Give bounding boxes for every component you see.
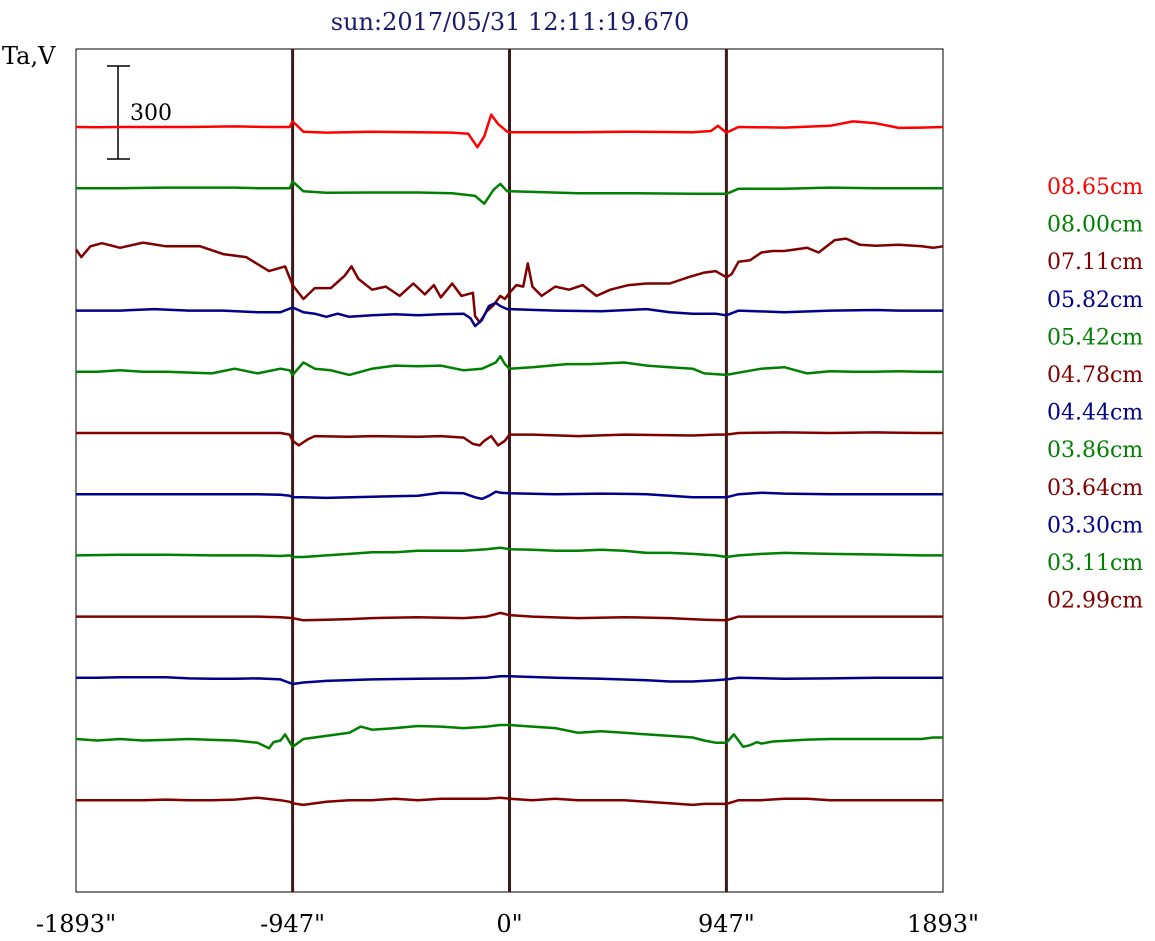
- legend-entry: 05.82cm: [1047, 288, 1143, 313]
- legend-entry: 04.78cm: [1047, 363, 1143, 388]
- legend-entry: 08.00cm: [1047, 213, 1143, 238]
- legend-entry: 05.42cm: [1047, 325, 1143, 350]
- series-lines: [74, 113, 944, 807]
- x-tick-label: 0": [496, 910, 522, 938]
- legend-entry: 03.30cm: [1047, 513, 1143, 538]
- legend-entry: 03.86cm: [1047, 438, 1143, 463]
- x-tick-label: -947": [260, 910, 325, 938]
- x-tick-labels: -1893" -947" 0" 947" 1893": [36, 910, 979, 938]
- series-line-04.44cm: [76, 490, 943, 501]
- series-line-03.64cm: [76, 611, 943, 622]
- series-line-08.00cm: [76, 180, 943, 205]
- series-line-02.99cm: [76, 796, 943, 807]
- legend-entry: 02.99cm: [1047, 589, 1143, 614]
- legend-entry: 03.11cm: [1047, 551, 1143, 576]
- legend-entry: 07.11cm: [1047, 250, 1143, 275]
- scale-bar: 300: [107, 65, 172, 160]
- reference-lines: [291, 49, 728, 892]
- x-tick-label: 947": [698, 910, 755, 938]
- scale-bar-label: 300: [130, 101, 172, 126]
- series-line-08.65cm: [75, 113, 944, 149]
- series-line-03.30cm: [76, 675, 943, 686]
- legend-entry: 03.64cm: [1047, 476, 1143, 501]
- series-line-03.11cm: [75, 723, 943, 750]
- series-line-05.82cm: [76, 301, 943, 328]
- series-line-07.11cm: [74, 237, 944, 324]
- legend-entry: 08.65cm: [1047, 175, 1143, 200]
- series-line-05.42cm: [76, 355, 943, 377]
- series-line-03.86cm: [75, 546, 943, 559]
- legend-entry: 04.44cm: [1047, 401, 1143, 426]
- chart-title: sun:2017/05/31 12:11:19.670: [331, 8, 690, 36]
- x-tick-label: -1893": [36, 910, 116, 938]
- y-axis-label: Ta,V: [2, 42, 56, 70]
- x-tick-label: 1893": [907, 910, 979, 938]
- legend: 08.65cm 08.00cm 07.11cm 05.82cm 05.42cm 04.78…: [1047, 175, 1143, 614]
- series-line-04.78cm: [76, 431, 943, 447]
